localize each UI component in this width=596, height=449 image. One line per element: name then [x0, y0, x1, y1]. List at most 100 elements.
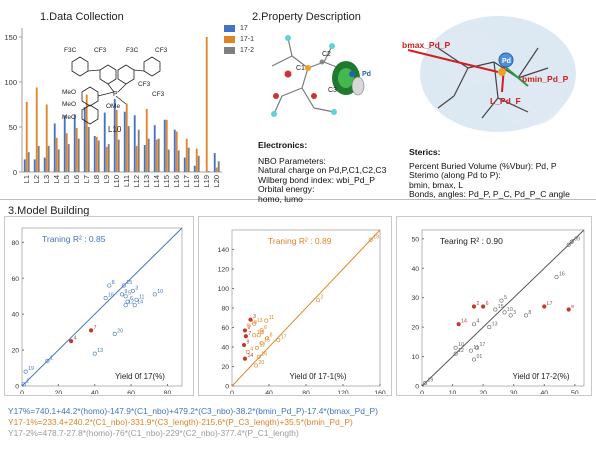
x-tick-label: L12 — [132, 175, 141, 188]
sterics-line: Percent Buried Volume (%Vbur): Pd, P — [409, 160, 557, 171]
point-label: 16 — [261, 351, 267, 357]
point-label: 15 — [498, 304, 504, 310]
sterics-structure-image: Pd bmax_Pd_P bmin_Pd_P L_Pd_F — [402, 16, 576, 132]
scatter-point — [241, 342, 247, 348]
scatter-point — [471, 322, 476, 327]
bar-17-1-L19 — [205, 37, 208, 172]
struct-label: MeO — [62, 101, 76, 108]
sterics-line: Sterimo (along Pd to P): — [409, 170, 501, 181]
section-title-data-collection: 1.Data Collection — [40, 11, 124, 23]
x-tick-label: L8 — [92, 175, 101, 183]
scatter-point — [103, 296, 108, 301]
x-tick-label: L20 — [212, 175, 221, 188]
scatter-point — [256, 354, 261, 359]
point-label: 19 — [373, 234, 379, 240]
scatter-point — [152, 292, 157, 297]
point-label: 5 — [504, 295, 507, 301]
bar-17-2-L5 — [67, 144, 70, 172]
scatter-point — [493, 307, 498, 312]
bar-17-1-L4 — [55, 137, 58, 172]
struct-label: CF3 — [94, 47, 107, 54]
x-tick-label: L2 — [32, 175, 41, 183]
point-label: 11 — [139, 294, 144, 300]
scatter-point — [254, 345, 259, 350]
scatter-point — [542, 304, 547, 309]
x-tick-label: 80 — [302, 390, 310, 394]
electronics-line: Orbital energy: — [258, 184, 315, 195]
scatter-point — [252, 321, 257, 326]
scatter-point — [121, 283, 126, 288]
scatter-point — [130, 288, 135, 293]
bar-17-L18 — [193, 165, 196, 172]
x-tick-label: L13 — [142, 175, 151, 188]
point-label: 20 — [117, 328, 123, 334]
point-label: 13 — [492, 322, 498, 328]
scatter-point — [468, 348, 473, 353]
orbital-label-c3: C3 — [328, 87, 337, 94]
y-tick-label: 100 — [4, 78, 17, 87]
point-label: 7 — [248, 331, 251, 337]
bar-17-2-L6 — [77, 138, 80, 172]
bar-17-L11 — [123, 111, 126, 172]
bar-17-2-L20 — [217, 161, 220, 172]
y-tick-label: 0 — [15, 384, 19, 391]
point-label: 13 — [257, 318, 263, 324]
point-label: 6 — [486, 301, 489, 307]
point-label: 7 — [571, 239, 574, 245]
y-tick-label: 60 — [11, 276, 19, 283]
scatter-point — [508, 313, 513, 318]
x-tick-label: 0 — [420, 390, 424, 394]
scatter-point — [471, 304, 477, 309]
x-tick-label: 60 — [127, 390, 135, 394]
plot-frame — [421, 229, 585, 387]
point-label: 4 — [250, 346, 253, 352]
bar-17-2-L8 — [97, 140, 100, 172]
point-label: 10 — [507, 307, 513, 313]
point-label: L7 — [547, 301, 553, 307]
orbital-label-c2: C2 — [322, 51, 331, 58]
legend-label: 17-2 — [240, 47, 255, 54]
y-tick-label: 150 — [4, 33, 17, 42]
bar-17-1-L16 — [175, 131, 178, 172]
struct-label: MeO — [62, 89, 76, 96]
scatter-point — [259, 341, 264, 346]
y-tick-label: 30 — [411, 295, 419, 302]
point-label: 5 — [128, 291, 131, 297]
point-label: 6 — [130, 296, 133, 302]
scatter-point — [487, 325, 492, 330]
bar-17-L13 — [143, 145, 146, 172]
section-title-property-description: 2.Property Description — [252, 11, 361, 23]
y-tick-label: 80 — [11, 240, 19, 247]
bar-17-L7 — [83, 107, 86, 172]
bar-17-1-L18 — [195, 148, 198, 172]
r2-annotation: Traning R² : 0.89 — [268, 236, 332, 246]
bar-17-1-L5 — [65, 133, 68, 172]
bar-17-L4 — [53, 123, 56, 172]
x-tick-label: 0 — [20, 390, 24, 394]
scatter-point — [92, 351, 97, 356]
x-tick-label: L5 — [62, 175, 71, 183]
legend-swatch — [224, 47, 235, 54]
bar-17-1-L6 — [75, 127, 78, 172]
point-label: 01 — [476, 354, 482, 360]
scatter-point — [265, 336, 270, 341]
scatter-panel-17-1 — [198, 216, 392, 396]
bar-17-1-L1 — [25, 101, 28, 172]
bar-17-1-L8 — [95, 136, 98, 172]
x-tick-label: L7 — [82, 175, 91, 183]
scatter-point — [502, 310, 507, 315]
point-label: 4 — [476, 319, 479, 325]
point-label: 15 — [126, 280, 132, 286]
point-label: 3 — [135, 285, 138, 291]
point-label: 1 — [247, 325, 250, 331]
bar-17-L20 — [213, 153, 216, 172]
x-tick-label: 0 — [230, 390, 234, 394]
scatter-point — [264, 318, 269, 323]
point-label: 1 — [50, 355, 53, 361]
point-label: 14 — [461, 319, 467, 325]
plot-frame — [21, 227, 183, 387]
point-label: 18 — [251, 320, 257, 326]
sterics-block: Sterics: Percent Buried Volume (%Vbur): … — [409, 147, 570, 200]
x-tick-label: L14 — [152, 175, 161, 188]
